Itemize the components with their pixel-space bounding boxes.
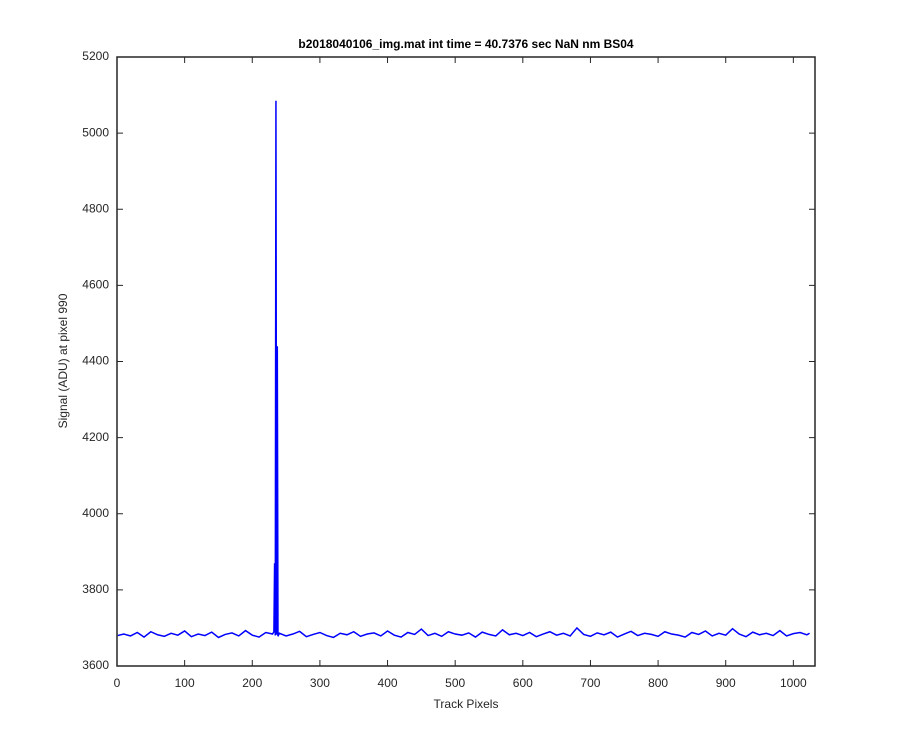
y-tick-label: 4400 <box>82 354 109 368</box>
plot-frame <box>116 56 816 667</box>
y-tick-label: 4000 <box>82 506 109 520</box>
x-tick-label: 100 <box>175 676 195 690</box>
x-tick-label: 0 <box>114 676 121 690</box>
x-axis-label: Track Pixels <box>434 697 499 711</box>
y-tick-label: 4200 <box>82 430 109 444</box>
x-tick-label: 700 <box>580 676 600 690</box>
x-tick-label: 400 <box>378 676 398 690</box>
y-tick-label: 4800 <box>82 201 109 215</box>
data-line <box>117 100 810 639</box>
x-tick-label: 300 <box>310 676 330 690</box>
x-tick-label: 800 <box>648 676 668 690</box>
x-tick-label: 500 <box>445 676 465 690</box>
x-tick-label: 600 <box>513 676 533 690</box>
chart-title: b2018040106_img.mat int time = 40.7376 s… <box>298 37 634 51</box>
y-tick-label: 3600 <box>82 658 109 672</box>
y-tick-label: 3800 <box>82 582 109 596</box>
x-tick-label: 900 <box>716 676 736 690</box>
x-tick-label: 1000 <box>780 676 807 690</box>
y-axis-label: Signal (ADU) at pixel 990 <box>56 293 70 428</box>
y-tick-label: 4600 <box>82 278 109 292</box>
x-tick-label: 200 <box>242 676 262 690</box>
y-tick-label: 5200 <box>82 49 109 63</box>
y-tick-label: 5000 <box>82 125 109 139</box>
